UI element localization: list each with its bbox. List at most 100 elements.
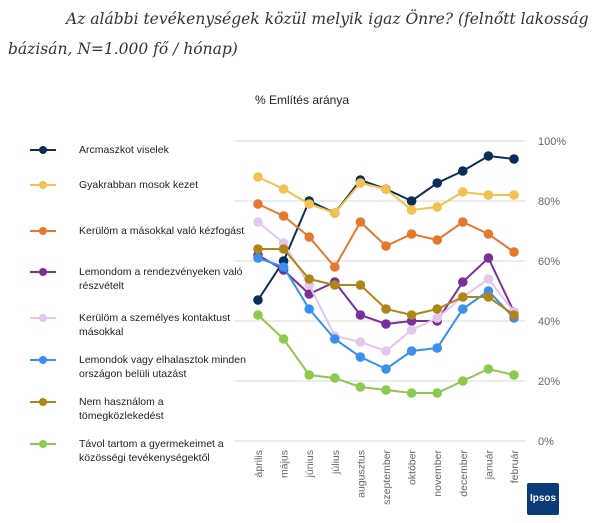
data-point xyxy=(509,310,519,320)
data-point xyxy=(381,385,391,395)
data-point xyxy=(253,295,263,305)
data-point xyxy=(355,310,366,320)
data-point xyxy=(253,172,263,182)
x-tick-label: január xyxy=(483,450,495,481)
data-point xyxy=(483,364,494,374)
data-point xyxy=(278,184,289,194)
legend-label: Kerülöm a személyes kontaktust másokkal xyxy=(79,312,231,338)
data-point xyxy=(509,154,519,164)
data-point xyxy=(458,277,468,287)
data-point xyxy=(381,364,391,374)
legend-label: Lemondok vagy elhalasztok minden országo… xyxy=(79,354,246,380)
data-point xyxy=(278,211,289,221)
data-point xyxy=(483,253,494,263)
legend-label: Távol tartom a gyermekeimet a közösségi … xyxy=(79,438,224,464)
data-point xyxy=(483,190,494,200)
chart-title: Az alábbi tevékenységek közül melyik iga… xyxy=(8,10,589,58)
x-tick-label: november xyxy=(432,450,444,497)
legend-label: Arcmaszkot viselek xyxy=(79,144,169,156)
legend-label: Kerülöm a másokkal való kézfogást xyxy=(79,225,245,237)
y-tick-label: 100% xyxy=(538,136,566,148)
data-point xyxy=(483,229,494,239)
data-point xyxy=(304,274,315,284)
data-point xyxy=(381,241,391,251)
x-tick-label: július xyxy=(330,450,342,475)
data-point xyxy=(406,325,417,335)
data-point xyxy=(483,292,494,302)
data-point xyxy=(432,313,443,323)
data-point xyxy=(381,304,391,314)
data-point xyxy=(355,178,366,188)
data-point xyxy=(432,388,443,398)
legend-marker-icon xyxy=(30,356,56,364)
data-point xyxy=(509,370,519,380)
data-point xyxy=(458,217,468,227)
legend-marker-icon xyxy=(30,314,56,322)
data-point xyxy=(304,232,315,242)
series-line xyxy=(257,176,514,215)
y-tick-label: 40% xyxy=(538,316,560,328)
data-point xyxy=(330,280,340,290)
data-point xyxy=(253,199,263,209)
data-point xyxy=(304,199,315,209)
data-point xyxy=(278,244,289,254)
series-line xyxy=(257,203,515,269)
data-point xyxy=(458,166,468,176)
legend-label: Lemondom a rendezvényeken való részvétel… xyxy=(79,266,243,292)
data-point xyxy=(253,310,263,320)
data-point xyxy=(304,370,315,380)
y-tick-label: 80% xyxy=(538,196,560,208)
data-point xyxy=(330,334,340,344)
chart-subtitle: % Említés aránya xyxy=(254,93,350,107)
data-point xyxy=(432,235,443,245)
data-point xyxy=(406,196,417,206)
data-point xyxy=(355,352,366,362)
legend-marker-icon xyxy=(30,398,56,406)
legend-marker-icon xyxy=(30,146,56,154)
data-point xyxy=(483,274,494,284)
data-point xyxy=(432,178,443,188)
x-tick-label: május xyxy=(279,450,291,478)
x-tick-label: október xyxy=(407,450,419,486)
data-point xyxy=(458,376,468,386)
legend-marker-icon xyxy=(30,181,56,189)
legend-label: Nem használom a tömegközlekedést xyxy=(79,396,164,422)
data-point xyxy=(458,304,468,314)
data-point xyxy=(458,187,468,197)
data-point xyxy=(355,280,366,290)
x-tick-label: június xyxy=(304,450,316,478)
data-point xyxy=(278,334,289,344)
data-point xyxy=(432,343,443,353)
data-point xyxy=(458,292,468,302)
data-point xyxy=(278,262,289,272)
ipsos-logo: Ipsos xyxy=(527,483,559,515)
legend-marker-icon xyxy=(30,268,56,276)
data-point xyxy=(253,217,263,227)
data-point xyxy=(381,346,391,356)
y-tick-label: 0% xyxy=(538,436,554,448)
data-point xyxy=(355,382,366,392)
x-tick-label: szeptember xyxy=(381,449,393,504)
data-point xyxy=(330,262,340,272)
data-point xyxy=(253,253,263,263)
data-point xyxy=(253,244,263,254)
data-point xyxy=(432,304,443,314)
data-point xyxy=(432,202,443,212)
data-point xyxy=(406,388,417,398)
data-point xyxy=(406,229,417,239)
data-point xyxy=(406,310,417,320)
data-point xyxy=(304,304,315,314)
data-point xyxy=(483,151,494,161)
data-point xyxy=(406,346,417,356)
x-tick-label: február xyxy=(509,450,521,484)
data-point xyxy=(355,217,366,227)
data-point xyxy=(330,373,340,383)
data-point xyxy=(355,337,366,347)
legend-marker-icon xyxy=(30,227,56,235)
data-point xyxy=(509,190,519,200)
data-point xyxy=(509,247,519,257)
y-tick-label: 60% xyxy=(538,256,560,268)
data-point xyxy=(406,205,417,215)
x-tick-label: április xyxy=(253,450,265,477)
